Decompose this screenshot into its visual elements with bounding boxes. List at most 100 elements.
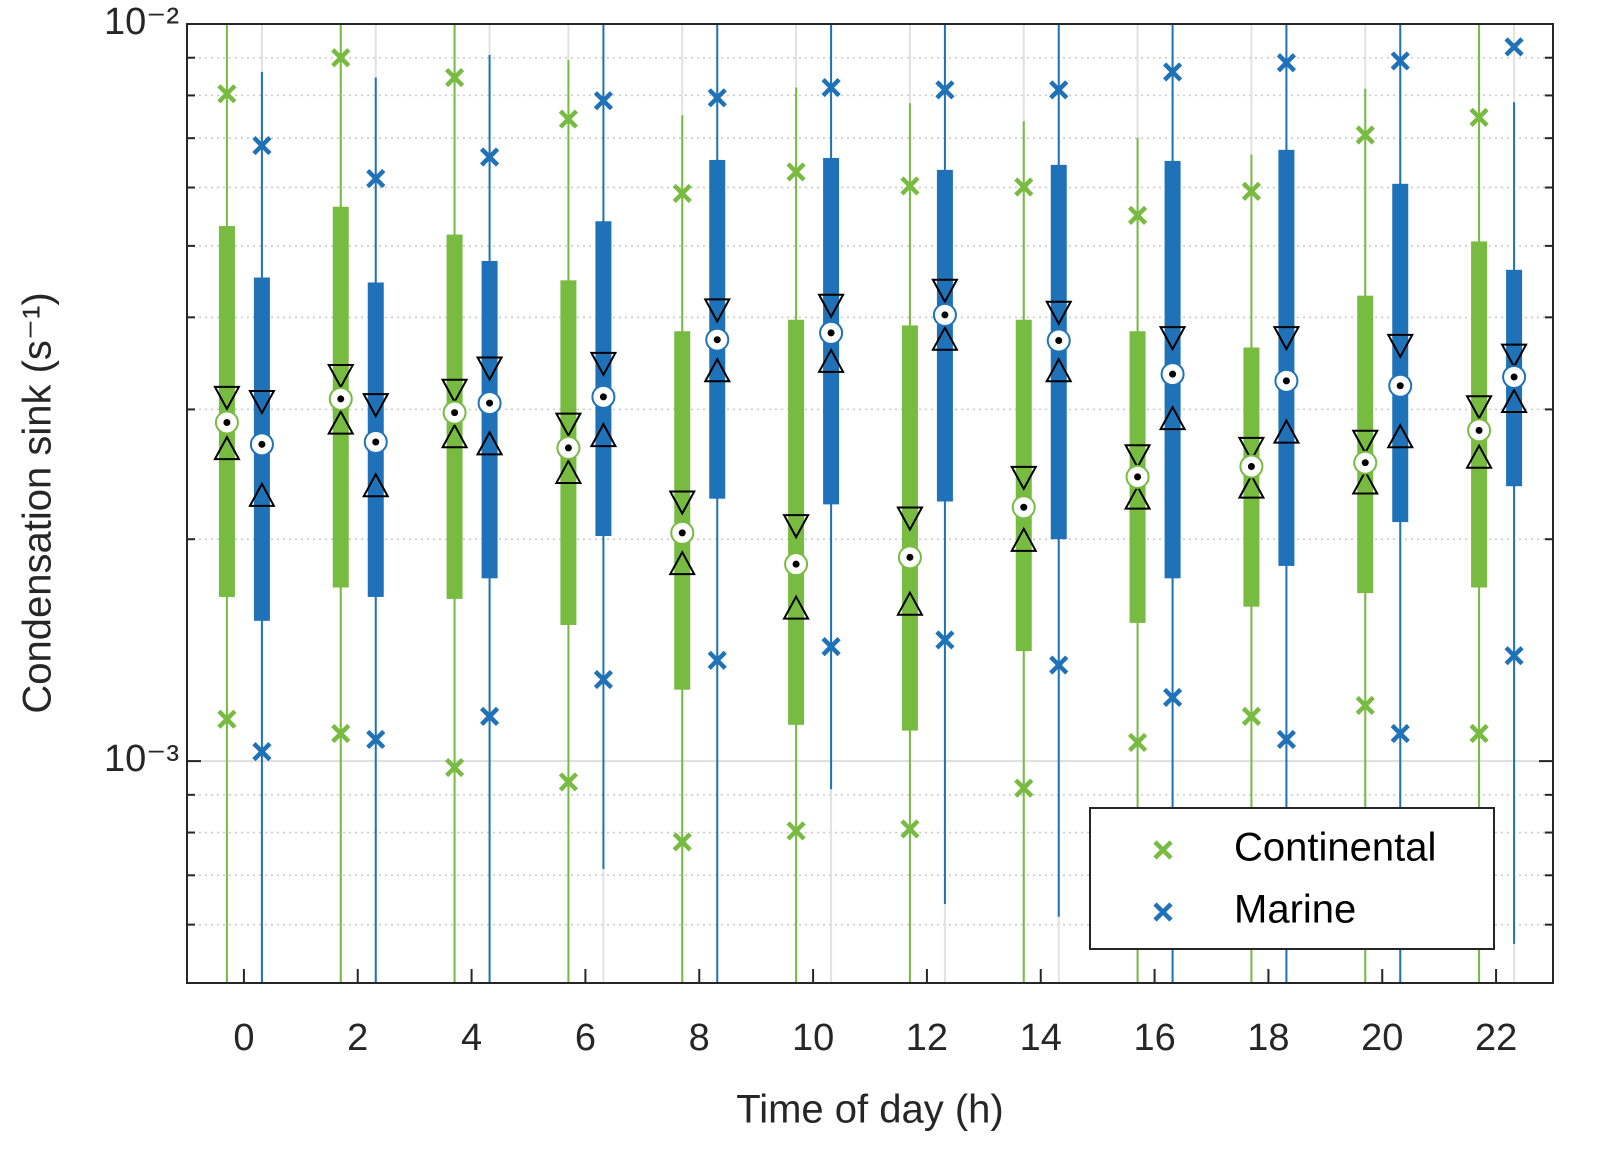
- median-dot: [1282, 377, 1290, 385]
- outlier-marker: [1355, 695, 1375, 716]
- outlier-marker: [217, 84, 237, 104]
- outlier-marker: [252, 742, 272, 762]
- outlier-marker: [1504, 646, 1524, 666]
- notch-low: [327, 409, 355, 435]
- median-dot: [1020, 503, 1028, 511]
- notch-high: [589, 351, 618, 377]
- outlier-marker: [1014, 778, 1034, 798]
- median-dot: [223, 418, 231, 426]
- box: [1015, 319, 1032, 652]
- box: [1357, 295, 1374, 594]
- legend-label: Marine: [1234, 888, 1356, 932]
- notch-low: [440, 423, 469, 449]
- x-tick-label: 16: [1133, 1017, 1175, 1059]
- legend: Continental Marine: [1089, 807, 1495, 950]
- notch-high: [1386, 333, 1414, 359]
- notch-high: [1237, 436, 1266, 463]
- plot-area: [213, 24, 1528, 983]
- y-axis-label: Condensation sink (s⁻¹): [16, 292, 60, 713]
- notch-high: [1158, 326, 1187, 352]
- x-tick-label: 22: [1475, 1017, 1517, 1059]
- outlier-marker: [366, 729, 386, 750]
- x-tick-label: 4: [461, 1017, 482, 1059]
- box: [788, 319, 805, 725]
- outlier-marker: [252, 135, 272, 156]
- outlier-marker: [593, 670, 614, 690]
- box: [1278, 149, 1295, 566]
- notch-high: [1123, 444, 1152, 470]
- x-tick-label: 2: [347, 1017, 368, 1059]
- notch-low: [1351, 469, 1379, 495]
- outlier-marker: [1014, 177, 1034, 197]
- legend-box: [1089, 807, 1495, 950]
- x-tick-label: 14: [1020, 1017, 1062, 1059]
- notch-low: [1158, 405, 1187, 431]
- notch-low: [248, 481, 276, 507]
- outlier-marker: [1469, 723, 1489, 744]
- notch-low: [1237, 473, 1266, 499]
- outlier-marker: [217, 709, 237, 729]
- outlier-marker: [593, 91, 614, 111]
- outlier-marker: [821, 77, 841, 98]
- median-dot: [337, 395, 345, 403]
- outlier-marker: [1469, 107, 1489, 127]
- notch-high: [1045, 300, 1073, 326]
- outlier-marker: [479, 706, 500, 726]
- box: [1392, 183, 1409, 523]
- outlier-marker: [707, 650, 727, 670]
- notch-high: [817, 293, 845, 319]
- x-tick-label: 10: [792, 1017, 834, 1059]
- notch-high: [213, 385, 241, 411]
- median-dot: [372, 438, 380, 446]
- median-dot: [1475, 426, 1483, 434]
- median-dot: [564, 444, 572, 452]
- outlier-marker: [786, 162, 806, 182]
- notch-high: [475, 356, 504, 382]
- x-tick-label: 12: [906, 1017, 948, 1059]
- notch-high: [440, 378, 469, 404]
- outlier-marker: [1355, 125, 1375, 145]
- notch-low: [896, 590, 924, 616]
- notch-high: [1465, 395, 1493, 421]
- outlier-marker: [1504, 37, 1524, 57]
- outlier-marker: [1241, 181, 1262, 201]
- notch-high: [327, 364, 355, 390]
- notch-high: [668, 490, 696, 516]
- x-tick-label: 20: [1361, 1017, 1403, 1059]
- outlier-marker: [1153, 840, 1173, 860]
- notch-low: [782, 594, 810, 620]
- notch-low: [931, 325, 959, 351]
- outlier-marker: [366, 168, 386, 189]
- notch-low: [1465, 443, 1493, 469]
- outlier-marker: [935, 80, 955, 100]
- notch-high: [782, 514, 810, 540]
- outlier-marker: [1390, 723, 1410, 744]
- outlier-marker: [707, 88, 727, 108]
- notch-high: [1010, 465, 1038, 491]
- outlier-marker: [935, 630, 955, 650]
- outlier-marker: [1276, 729, 1297, 750]
- notch-high: [362, 393, 390, 419]
- median-dot: [792, 560, 800, 568]
- median-dot: [1247, 463, 1255, 471]
- legend-label: Continental: [1234, 826, 1436, 870]
- outlier-marker: [1276, 53, 1297, 73]
- median-dot: [451, 409, 459, 417]
- notch-high: [896, 506, 924, 532]
- outlier-marker: [1162, 687, 1183, 708]
- outlier-marker: [1390, 51, 1410, 71]
- notch-low: [668, 550, 696, 576]
- notch-low: [1500, 387, 1528, 414]
- notch-high: [554, 412, 583, 438]
- outlier-marker: [1127, 732, 1148, 753]
- notch-low: [213, 435, 241, 461]
- notch-low: [554, 458, 583, 484]
- notch-low: [362, 472, 390, 498]
- outlier-marker: [672, 183, 692, 204]
- outlier-marker: [479, 147, 500, 167]
- box: [595, 221, 612, 537]
- x-tick-label: 0: [233, 1017, 254, 1059]
- x-tick-label: 6: [575, 1017, 596, 1059]
- outlier-marker: [558, 772, 579, 792]
- outlier-marker: [1153, 902, 1173, 922]
